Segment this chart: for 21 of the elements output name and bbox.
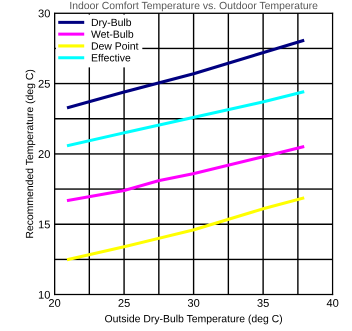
line-series	[66, 90, 304, 148]
y-axis-title: Recommended Temperature (deg C)	[26, 70, 36, 238]
x-tick-label: 30	[188, 299, 200, 307]
y-tick-label: 20	[38, 150, 50, 158]
x-tick-label: 20	[48, 299, 60, 307]
legend-label: Effective	[92, 54, 130, 62]
line-series	[66, 196, 304, 261]
legend-label: Dry-Bulb	[92, 18, 132, 28]
x-axis-title: Outside Dry-Bulb Temperature (deg C)	[105, 314, 282, 324]
y-tick-label: 30	[38, 10, 50, 18]
legend-label: Dew Point	[92, 42, 138, 50]
y-tick-label: 15	[38, 220, 50, 228]
chart-title: Indoor Comfort Temperature vs. Outdoor Temperature	[70, 2, 318, 12]
y-tick-label: 25	[38, 80, 50, 88]
legend-label: Wet-Bulb	[91, 30, 134, 38]
line-series	[66, 145, 304, 202]
line-series	[66, 39, 304, 110]
x-tick-label: 35	[257, 299, 269, 307]
x-tick-label: 40	[326, 299, 338, 307]
y-tick-label: 10	[38, 290, 50, 299]
x-tick-label: 25	[118, 299, 130, 307]
